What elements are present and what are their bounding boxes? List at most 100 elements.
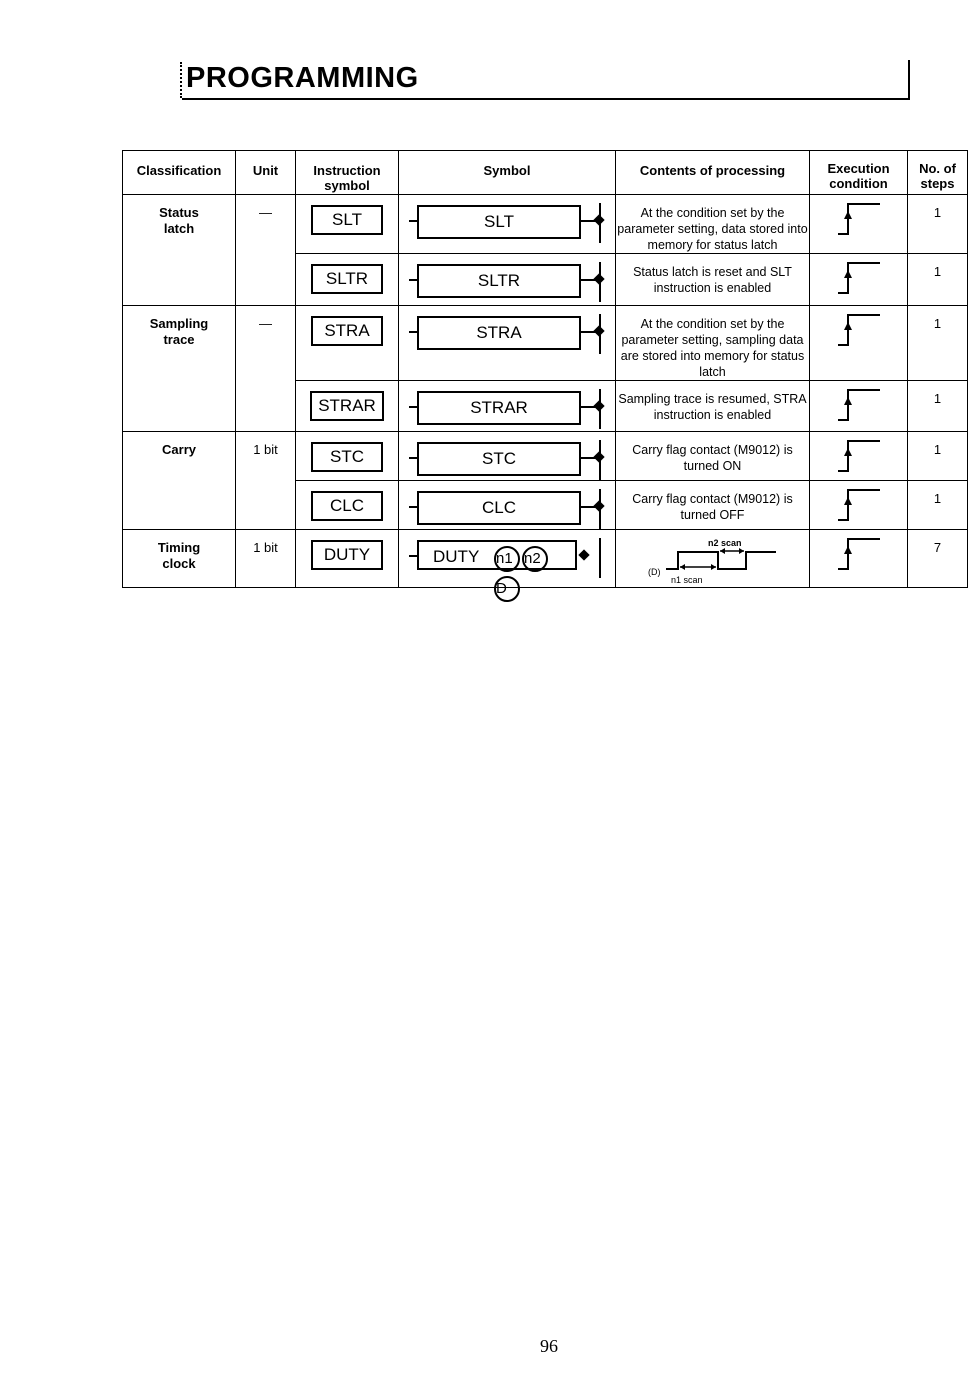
steps-cell: 7	[907, 529, 968, 588]
classification-cell: Status latch	[122, 194, 236, 306]
contents-cell: Sampling trace is resumed, STRA instruct…	[615, 380, 810, 432]
contents-cell: Carry flag contact (M9012) is turned ON	[615, 431, 810, 481]
symbol-cell: DUTY n1 n2D	[398, 529, 616, 602]
col-header: Symbol	[398, 150, 616, 195]
instruction-symbol: DUTY	[311, 540, 383, 570]
symbol-label: SLT	[417, 205, 581, 239]
steps-cell: 1	[907, 305, 968, 381]
col-header: No. of steps	[907, 150, 968, 195]
col-header: Instruction symbol	[295, 150, 399, 195]
execution-cell	[809, 194, 908, 254]
contents-cell: At the condition set by the parameter se…	[615, 194, 810, 254]
symbol-cell: SLT	[398, 194, 616, 254]
instruction-symbol: STRAR	[310, 391, 384, 421]
rising-edge-icon	[810, 260, 907, 299]
symbol-cell: STRAR	[398, 380, 616, 432]
instruction-symbol: CLC	[311, 491, 383, 521]
symbol-cell: STRA	[398, 305, 616, 381]
classification: Carry	[162, 442, 196, 457]
operand-D: D	[494, 576, 520, 602]
col-header: Contents of processing	[615, 150, 810, 195]
steps-cell: 1	[907, 253, 968, 306]
table-row: STRAR STRAR Sampling trace is resumed, STR…	[123, 380, 968, 432]
col-header: Unit	[235, 150, 296, 195]
operand-n2: n2	[522, 546, 548, 572]
title-rule	[182, 98, 910, 100]
classification-cell: Carry	[122, 431, 236, 530]
ladder-symbol: STRAR	[399, 389, 615, 429]
timing-diagram-cell: n2 scan (D) n1 scan	[615, 529, 810, 588]
symbol-label: STRAR	[417, 391, 581, 425]
rising-edge-icon	[810, 438, 907, 477]
operand-n1: n1	[494, 546, 520, 572]
unit-cell: —	[235, 194, 296, 306]
table-row: Carry 1 bit STC STC Carry flag contact (M901…	[122, 431, 968, 530]
col-header: Execution condition	[809, 150, 908, 195]
steps-cell: 1	[907, 380, 968, 432]
instruction-symbol: STRA	[311, 316, 383, 346]
n2-label: n2 scan	[708, 538, 742, 548]
instruction-table: Classification Unit Instruction symbol S…	[122, 150, 968, 602]
table-row: Sampling trace — STRA STRA At the condition …	[122, 305, 968, 432]
ladder-symbol: STRA	[399, 314, 615, 354]
steps-cell: 1	[907, 480, 968, 530]
ladder-symbol: DUTY n1 n2D	[399, 538, 615, 602]
margin-mark	[180, 62, 184, 98]
col-header: Classification	[122, 150, 236, 195]
instruction-symbol: STC	[311, 442, 383, 472]
rising-edge-icon	[810, 312, 907, 351]
classification: Timing clock	[157, 540, 201, 571]
table-row: CLC CLC Carry flag contact (M9012) is turn…	[123, 480, 968, 530]
symbol-label: SLTR	[417, 264, 581, 298]
classification-cell: Sampling trace	[122, 305, 236, 432]
instruction-cell: STC	[295, 431, 399, 481]
ladder-symbol: CLC	[399, 489, 615, 529]
execution-cell	[809, 480, 908, 530]
timing-diagram: n2 scan (D) n1 scan	[616, 530, 809, 586]
rising-edge-icon	[810, 487, 907, 526]
n1-label: n1 scan	[671, 575, 703, 585]
execution-cell	[809, 529, 908, 588]
symbol-cell: STC	[398, 431, 616, 481]
ladder-symbol: SLT	[399, 203, 615, 243]
contents-cell: Status latch is reset and SLT instructio…	[615, 253, 810, 306]
symbol-label: STC	[417, 442, 581, 476]
title-bar	[908, 60, 910, 100]
instruction-symbol: SLT	[311, 205, 383, 235]
instruction-symbol: SLTR	[311, 264, 383, 294]
symbol-label: STRA	[417, 316, 581, 350]
rising-edge-icon	[810, 536, 907, 575]
header-row: Classification Unit Instruction symbol S…	[122, 150, 968, 195]
steps-cell: 1	[907, 194, 968, 254]
execution-cell	[809, 431, 908, 481]
page-number: 96	[540, 1336, 558, 1356]
page-title: PROGRAMMING	[186, 62, 419, 94]
symbol-label: CLC	[417, 491, 581, 525]
ladder-symbol: STC	[399, 440, 615, 480]
contents-cell: At the condition set by the parameter se…	[615, 305, 810, 381]
classification: Sampling trace	[149, 316, 209, 347]
symbol-cell: SLTR	[398, 253, 616, 306]
contents-cell: Carry flag contact (M9012) is turned OFF	[615, 480, 810, 530]
classification: Status latch	[159, 205, 199, 236]
instruction-cell: SLT	[295, 194, 399, 254]
ladder-symbol: SLTR	[399, 262, 615, 302]
d-label: (D)	[648, 567, 661, 577]
symbol-cell: CLC	[398, 480, 616, 530]
instruction-cell: SLTR	[295, 253, 399, 306]
unit-cell: 1 bit	[235, 529, 296, 588]
instruction-cell: STRAR	[295, 380, 399, 432]
instruction-cell: DUTY	[295, 529, 399, 588]
unit-cell: —	[235, 305, 296, 432]
instruction-cell: STRA	[295, 305, 399, 381]
execution-cell	[809, 253, 908, 306]
execution-cell	[809, 380, 908, 432]
rising-edge-icon	[810, 201, 907, 240]
classification-cell: Timing clock	[122, 529, 236, 588]
rising-edge-icon	[810, 387, 907, 426]
table-row: Timing clock 1 bit DUTY DUTY n1 n2D n2 scan …	[122, 529, 968, 602]
unit-cell: 1 bit	[235, 431, 296, 530]
execution-cell	[809, 305, 908, 381]
symbol-label: DUTY	[433, 547, 480, 566]
